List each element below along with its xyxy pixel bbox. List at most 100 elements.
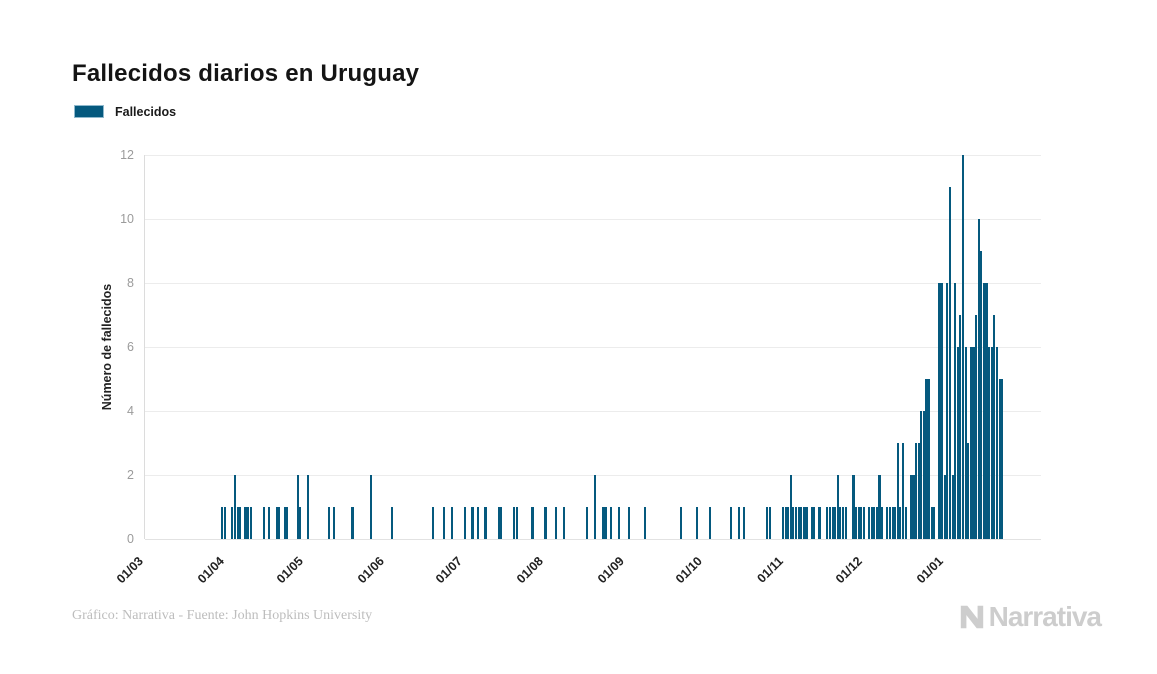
bar (766, 507, 769, 539)
day-slot (1001, 155, 1004, 539)
bar (915, 443, 918, 539)
day-slot (886, 155, 889, 539)
day-slot (794, 155, 798, 539)
bar (450, 507, 453, 539)
gridline (145, 474, 1041, 476)
day-slot (497, 155, 500, 539)
day-slot (854, 155, 858, 539)
bar (964, 347, 967, 539)
bar (860, 507, 863, 539)
day-slot (946, 155, 949, 539)
bar-series (145, 155, 1041, 539)
day-slot (792, 155, 795, 539)
day-slot (891, 155, 894, 539)
bar (810, 507, 813, 539)
x-tick-label: 01/03 (114, 554, 147, 587)
day-slot (617, 155, 620, 539)
bar (471, 507, 474, 539)
bar (969, 347, 972, 539)
bar (802, 507, 805, 539)
day-slot (841, 155, 845, 539)
bar (369, 475, 372, 539)
bar (604, 507, 607, 539)
bar (917, 443, 920, 539)
y-tick-label: 6 (127, 340, 134, 354)
bar (852, 475, 855, 539)
day-slot (500, 155, 503, 539)
bar (912, 475, 915, 539)
bar (262, 507, 265, 539)
bar (982, 283, 985, 539)
y-tick-label: 2 (127, 468, 134, 482)
day-slot (938, 155, 941, 539)
day-slot (922, 155, 926, 539)
narrativa-logo: Narrativa (958, 601, 1102, 633)
bar (283, 507, 286, 539)
day-slot (988, 155, 991, 539)
bar (875, 507, 878, 539)
day-slot (920, 155, 923, 539)
day-slot (531, 155, 534, 539)
day-slot (262, 155, 265, 539)
bar (959, 315, 962, 539)
x-tick-label: 01/09 (594, 554, 627, 587)
bar (891, 507, 894, 539)
bar (951, 475, 954, 539)
day-slot (964, 155, 967, 539)
bar (995, 347, 999, 539)
bar (948, 187, 952, 539)
bar (894, 507, 897, 539)
day-slot (594, 155, 597, 539)
day-slot (476, 155, 479, 539)
bar (476, 507, 479, 539)
bar (975, 315, 978, 539)
bar (805, 507, 808, 539)
day-slot (972, 155, 975, 539)
day-slot (967, 155, 970, 539)
day-slot (627, 155, 631, 539)
day-slot (784, 155, 787, 539)
bar (899, 507, 902, 539)
page-title: Fallecidos diarios en Uruguay (72, 60, 420, 88)
bar (826, 507, 829, 539)
bar (737, 507, 740, 539)
day-slot (951, 155, 954, 539)
bar (928, 379, 931, 539)
x-tick-label: 01/04 (195, 554, 228, 587)
day-slot (220, 155, 224, 539)
day-slot (244, 155, 247, 539)
legend: Fallecidos (74, 104, 176, 119)
day-slot (844, 155, 847, 539)
bar (941, 283, 944, 539)
gridline (145, 346, 1041, 348)
bar (862, 507, 865, 539)
bar (909, 475, 912, 539)
day-slot (442, 155, 445, 539)
bar (792, 507, 795, 539)
bar (946, 283, 949, 539)
day-slot (933, 155, 936, 539)
bar (836, 475, 839, 539)
day-slot (826, 155, 829, 539)
day-slot (995, 155, 999, 539)
bar (247, 507, 250, 539)
bar (938, 283, 941, 539)
bar (239, 507, 242, 539)
bar (500, 507, 503, 539)
bar (881, 507, 884, 539)
bar (930, 507, 933, 539)
bar (868, 507, 871, 539)
bar (695, 507, 698, 539)
bar (296, 475, 299, 539)
day-slot (909, 155, 913, 539)
bar (586, 507, 589, 539)
day-slot (781, 155, 785, 539)
day-slot (695, 155, 699, 539)
day-slot (432, 155, 435, 539)
y-tick-label: 12 (120, 148, 134, 162)
bar (617, 507, 620, 539)
day-slot (878, 155, 881, 539)
bar (351, 507, 354, 539)
day-slot (729, 155, 733, 539)
day-slot (901, 155, 905, 539)
